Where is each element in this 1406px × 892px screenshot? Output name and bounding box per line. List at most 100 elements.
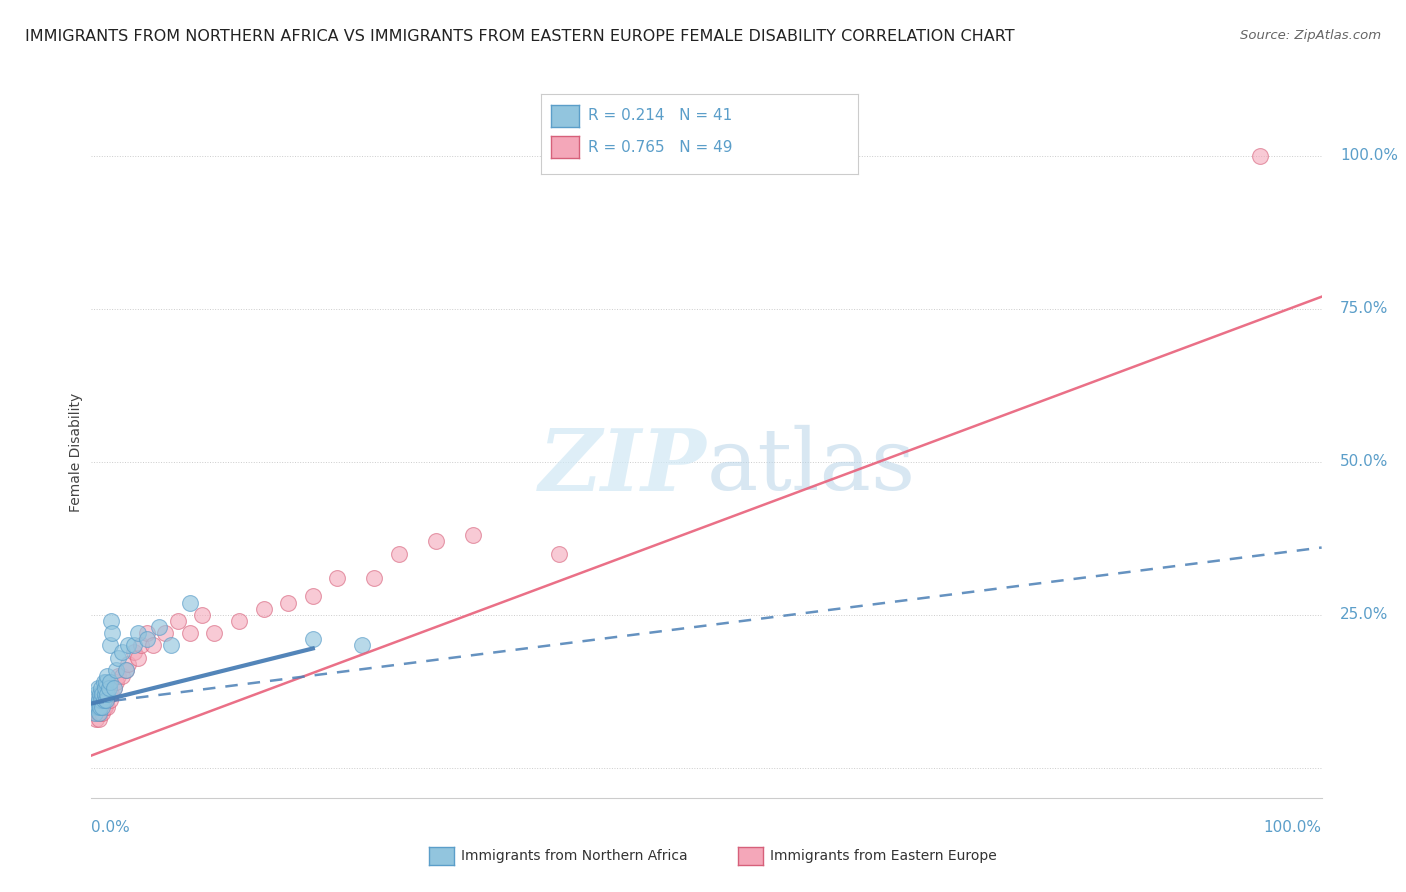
Text: ZIP: ZIP — [538, 425, 706, 508]
Point — [425, 534, 447, 549]
Point — [94, 681, 117, 696]
Point — [91, 687, 114, 701]
Point — [101, 626, 124, 640]
Point — [124, 644, 146, 658]
Point — [83, 699, 105, 714]
Point — [326, 571, 349, 585]
Point — [93, 699, 115, 714]
Point — [96, 669, 118, 683]
Point — [91, 706, 114, 720]
Point — [86, 712, 108, 726]
Point — [388, 547, 411, 561]
Point — [84, 706, 107, 720]
Point — [98, 675, 121, 690]
Point — [87, 712, 110, 726]
Text: R = 0.214   N = 41: R = 0.214 N = 41 — [588, 109, 733, 123]
Text: Immigrants from Eastern Europe: Immigrants from Eastern Europe — [770, 849, 997, 863]
Point — [547, 547, 569, 561]
Point — [100, 614, 122, 628]
Point — [89, 706, 111, 720]
Point — [277, 596, 299, 610]
Point — [90, 693, 112, 707]
Point — [142, 639, 165, 653]
Point — [107, 650, 129, 665]
Point — [96, 687, 118, 701]
Point — [93, 693, 115, 707]
Point — [1249, 149, 1271, 163]
Point — [89, 687, 111, 701]
Text: IMMIGRANTS FROM NORTHERN AFRICA VS IMMIGRANTS FROM EASTERN EUROPE FEMALE DISABIL: IMMIGRANTS FROM NORTHERN AFRICA VS IMMIG… — [25, 29, 1015, 44]
Point — [86, 693, 108, 707]
Text: 100.0%: 100.0% — [1340, 148, 1398, 163]
Point — [87, 693, 110, 707]
Text: atlas: atlas — [706, 425, 915, 508]
Point — [191, 607, 214, 622]
Point — [97, 687, 120, 701]
Point — [103, 681, 125, 696]
Point — [107, 669, 129, 683]
Point — [89, 699, 111, 714]
Text: 25.0%: 25.0% — [1340, 607, 1389, 623]
Point — [87, 706, 110, 720]
Point — [105, 663, 127, 677]
Text: R = 0.765   N = 49: R = 0.765 N = 49 — [588, 140, 733, 154]
Text: 75.0%: 75.0% — [1340, 301, 1389, 317]
Point — [461, 528, 484, 542]
Point — [96, 675, 117, 690]
Point — [111, 669, 134, 683]
Text: Immigrants from Northern Africa: Immigrants from Northern Africa — [461, 849, 688, 863]
Point — [86, 687, 108, 701]
Point — [160, 639, 183, 653]
Point — [111, 644, 134, 658]
Point — [84, 699, 107, 714]
Point — [86, 699, 108, 714]
Point — [96, 693, 117, 707]
Point — [124, 639, 146, 653]
Point — [86, 681, 108, 696]
Point — [96, 693, 117, 707]
Text: 0.0%: 0.0% — [91, 821, 131, 835]
Point — [86, 693, 108, 707]
Point — [100, 687, 122, 701]
Point — [301, 590, 323, 604]
Point — [86, 706, 108, 720]
Point — [117, 639, 139, 653]
Text: Source: ZipAtlas.com: Source: ZipAtlas.com — [1240, 29, 1381, 42]
Point — [301, 632, 323, 647]
Point — [114, 663, 138, 677]
Point — [153, 626, 177, 640]
Point — [105, 675, 127, 690]
Point — [179, 596, 201, 610]
Y-axis label: Female Disability: Female Disability — [69, 393, 83, 512]
Point — [129, 639, 152, 653]
Point — [96, 699, 118, 714]
Point — [90, 681, 112, 696]
Point — [127, 650, 149, 665]
Point — [94, 687, 117, 701]
Point — [363, 571, 385, 585]
Point — [89, 699, 111, 714]
Point — [90, 693, 112, 707]
Point — [97, 681, 120, 696]
Point — [87, 693, 110, 707]
Point — [352, 639, 374, 653]
Point — [93, 693, 115, 707]
Point — [179, 626, 201, 640]
Point — [91, 687, 114, 701]
Point — [90, 699, 112, 714]
Point — [202, 626, 225, 640]
Point — [98, 693, 121, 707]
Point — [94, 699, 117, 714]
Point — [114, 663, 138, 677]
Point — [148, 620, 170, 634]
Point — [103, 681, 125, 696]
Point — [228, 614, 250, 628]
Point — [127, 626, 149, 640]
Point — [135, 626, 157, 640]
Point — [166, 614, 188, 628]
Text: 100.0%: 100.0% — [1264, 821, 1322, 835]
Point — [117, 657, 139, 671]
Point — [98, 639, 121, 653]
Point — [86, 699, 108, 714]
Point — [135, 632, 157, 647]
